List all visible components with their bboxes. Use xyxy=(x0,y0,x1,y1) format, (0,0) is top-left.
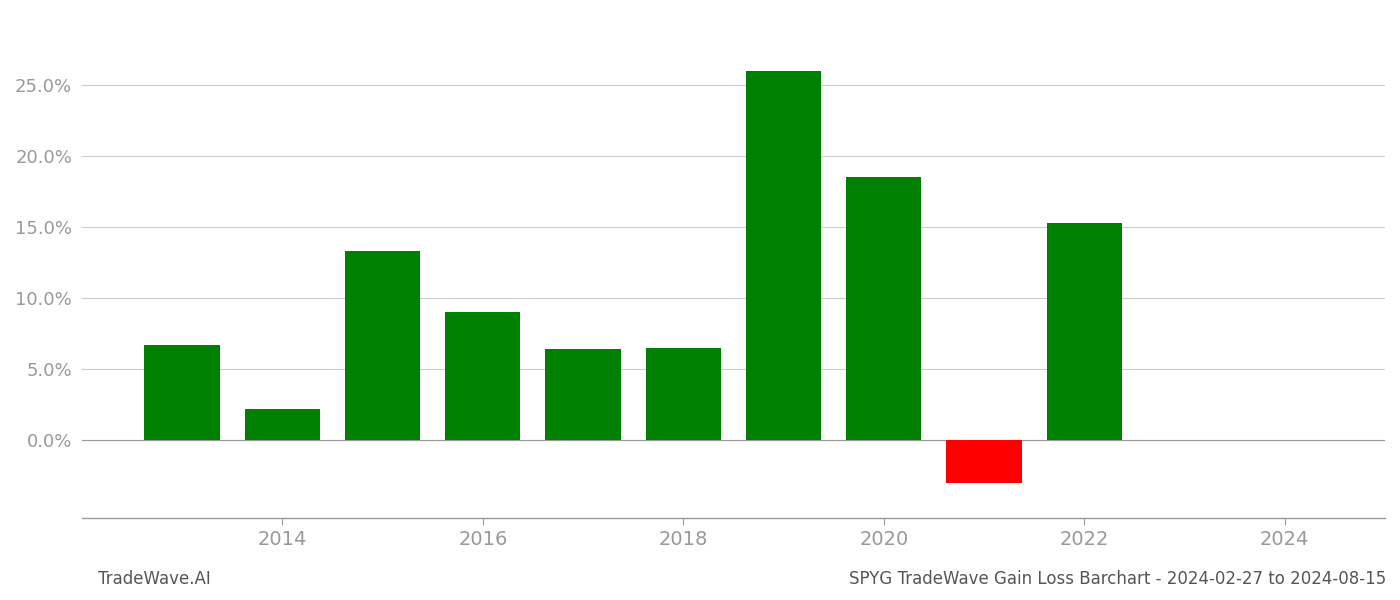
Bar xyxy=(245,409,321,440)
Bar xyxy=(344,251,420,440)
Bar xyxy=(746,71,822,440)
Bar xyxy=(645,348,721,440)
Bar xyxy=(144,345,220,440)
Bar xyxy=(946,440,1022,482)
Text: SPYG TradeWave Gain Loss Barchart - 2024-02-27 to 2024-08-15: SPYG TradeWave Gain Loss Barchart - 2024… xyxy=(848,570,1386,588)
Bar xyxy=(445,312,521,440)
Text: TradeWave.AI: TradeWave.AI xyxy=(98,570,211,588)
Bar xyxy=(1047,223,1121,440)
Bar xyxy=(546,349,620,440)
Bar xyxy=(846,177,921,440)
